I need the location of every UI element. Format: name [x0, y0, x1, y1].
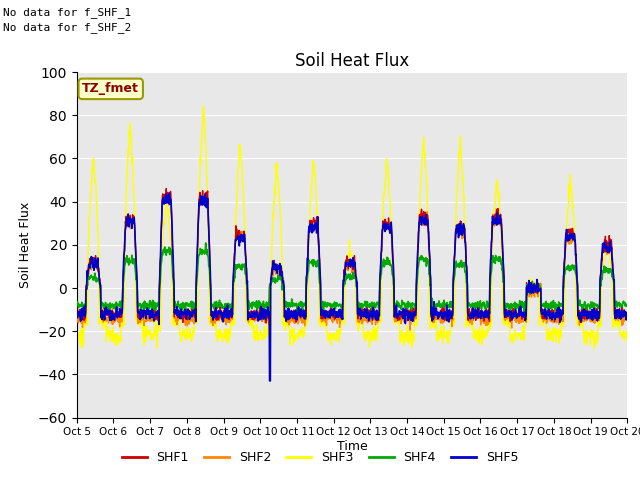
SHF3 [200, 103, 207, 109]
SHF4 [623, 303, 631, 309]
SHF1 [257, 311, 265, 316]
SHF1 [163, 186, 170, 192]
SHF3 [257, 331, 265, 336]
SHF3 [510, 334, 518, 340]
SHF4 [438, 301, 446, 307]
SHF3 [73, 332, 81, 338]
SHF4 [510, 301, 518, 307]
Line: SHF1: SHF1 [77, 189, 627, 323]
SHF5 [196, 203, 204, 208]
X-axis label: Time: Time [337, 440, 367, 453]
Line: SHF3: SHF3 [77, 106, 627, 349]
SHF3 [438, 329, 445, 335]
SHF1 [182, 311, 190, 317]
SHF5 [623, 315, 631, 321]
Line: SHF2: SHF2 [77, 194, 627, 330]
SHF4 [559, 300, 566, 306]
SHF3 [623, 335, 631, 341]
Text: No data for f_SHF_2: No data for f_SHF_2 [3, 22, 131, 33]
SHF5 [438, 316, 446, 322]
SHF2 [623, 313, 631, 319]
SHF5 [182, 316, 190, 322]
SHF2 [438, 314, 446, 320]
SHF4 [182, 300, 189, 306]
SHF3 [558, 319, 566, 325]
SHF3 [195, 197, 203, 203]
SHF2 [257, 309, 265, 314]
SHF3 [182, 337, 189, 343]
SHF4 [293, 309, 301, 315]
SHF5 [510, 313, 518, 319]
SHF2 [510, 315, 518, 321]
SHF5 [73, 312, 81, 318]
SHF2 [182, 313, 190, 319]
SHF1 [73, 311, 81, 317]
SHF2 [559, 314, 566, 320]
SHF1 [623, 316, 631, 322]
SHF2 [163, 192, 171, 197]
SHF4 [257, 301, 265, 307]
SHF4 [195, 252, 203, 258]
SHF4 [73, 303, 81, 309]
SHF2 [196, 196, 204, 202]
SHF5 [266, 378, 273, 384]
Line: SHF4: SHF4 [77, 243, 627, 312]
Text: TZ_fmet: TZ_fmet [83, 83, 139, 96]
SHF5 [257, 303, 265, 309]
SHF5 [166, 190, 173, 196]
Line: SHF5: SHF5 [77, 193, 627, 381]
SHF3 [591, 346, 598, 352]
Title: Soil Heat Flux: Soil Heat Flux [295, 52, 409, 71]
Y-axis label: Soil Heat Flux: Soil Heat Flux [19, 202, 32, 288]
SHF2 [406, 327, 414, 333]
SHF1 [438, 309, 446, 315]
SHF1 [510, 311, 518, 317]
Legend: SHF1, SHF2, SHF3, SHF4, SHF5: SHF1, SHF2, SHF3, SHF4, SHF5 [116, 446, 524, 469]
SHF1 [559, 312, 566, 317]
SHF1 [262, 320, 270, 326]
SHF5 [559, 307, 566, 313]
SHF2 [73, 316, 81, 322]
SHF1 [196, 192, 204, 198]
SHF4 [202, 240, 209, 246]
Text: No data for f_SHF_1: No data for f_SHF_1 [3, 7, 131, 18]
